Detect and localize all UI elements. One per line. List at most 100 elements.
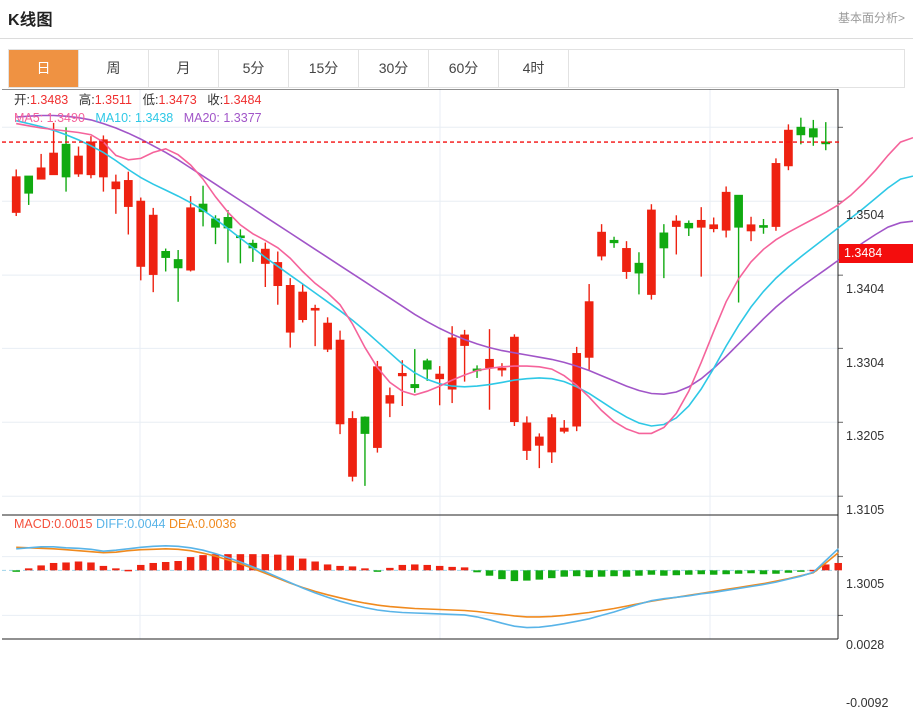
candle: [310, 304, 320, 347]
macd-bar: [498, 570, 506, 580]
candle: [597, 224, 606, 261]
candle: [148, 207, 158, 293]
candle: [161, 248, 171, 272]
candle: [74, 146, 83, 177]
macd-bar: [161, 561, 170, 571]
macd-bar: [722, 570, 730, 575]
candle: [385, 387, 395, 418]
tab-30分[interactable]: 30分: [359, 50, 429, 87]
candle: [11, 169, 21, 217]
macd-bar: [398, 564, 407, 571]
candle: [285, 278, 295, 348]
macd-bar: [411, 564, 419, 571]
candle: [348, 411, 357, 482]
tab-日[interactable]: 日: [9, 50, 79, 87]
tab-周[interactable]: 周: [79, 50, 149, 87]
macd-bar: [24, 568, 33, 571]
candle: [771, 158, 781, 231]
macd-bar: [423, 564, 431, 571]
candle: [534, 433, 544, 469]
candle: [223, 210, 233, 263]
tab-15分[interactable]: 15分: [289, 50, 359, 87]
macd-bar: [224, 554, 232, 571]
plot-svg[interactable]: [0, 89, 913, 645]
candle: [584, 284, 594, 370]
candle: [559, 420, 569, 434]
page-title: K线图: [8, 12, 54, 29]
timeframe-tabbar: 日周月 5分 15分 30分 60分 4时: [8, 49, 905, 88]
macd-bar: [772, 570, 780, 574]
macd-bar: [635, 570, 643, 576]
candle: [522, 416, 532, 460]
candle: [784, 124, 793, 171]
macd-bar: [336, 565, 344, 571]
ma10-line: [16, 119, 913, 427]
macd-bar: [99, 565, 108, 571]
candle: [808, 119, 818, 146]
fundamental-analysis-link[interactable]: 基本面分析>: [837, 11, 905, 25]
macd-bar: [74, 561, 83, 571]
macd-bar: [523, 570, 531, 581]
candle: [373, 360, 382, 453]
macd-bar: [759, 570, 768, 575]
macd-bar: [361, 568, 369, 571]
macd-bar: [386, 567, 394, 571]
macd-bar: [435, 565, 444, 571]
price-axis-label: 1.3205: [846, 429, 885, 444]
macd-bar: [473, 570, 481, 573]
candle: [198, 185, 208, 227]
tabbar-filler: [569, 50, 905, 87]
macd-bar: [12, 570, 20, 572]
price-axis-label: 1.3105: [846, 503, 885, 518]
candle: [497, 363, 507, 377]
macd-bar: [174, 561, 182, 571]
candle: [684, 220, 694, 236]
kline-chart[interactable]: 开:1.3483 高:1.3511 低:1.3473 收:1.3484 MA5:…: [0, 89, 913, 710]
macd-bar: [822, 564, 830, 571]
macd-bar: [274, 554, 282, 571]
macd-bar: [660, 570, 668, 576]
candle: [260, 242, 270, 287]
candle: [422, 358, 432, 381]
candle: [721, 186, 731, 238]
macd-bar: [211, 554, 220, 571]
macd-bar: [137, 564, 145, 571]
candle: [397, 360, 407, 407]
candle: [24, 175, 34, 205]
tab-5分[interactable]: 5分: [219, 50, 289, 87]
macd-bar: [298, 558, 307, 571]
macd-bar: [548, 570, 556, 579]
candle: [86, 136, 96, 179]
macd-bar: [199, 555, 207, 571]
macd-bar: [87, 562, 95, 571]
macd-bar: [112, 568, 120, 571]
tab-60分[interactable]: 60分: [429, 50, 499, 87]
macd-bar: [610, 570, 618, 577]
macd-axis-label: -0.0092: [846, 696, 889, 710]
candle: [360, 416, 370, 486]
macd-bar: [261, 554, 270, 571]
macd-bar: [448, 566, 456, 571]
macd-bar: [572, 570, 581, 577]
price-axis-label: 1.3005: [846, 577, 885, 592]
macd-bar: [697, 570, 705, 575]
candle: [61, 127, 71, 192]
macd-bar: [734, 570, 743, 574]
candle: [796, 117, 806, 145]
macd-bar: [622, 570, 631, 577]
tab-4时[interactable]: 4时: [499, 50, 569, 87]
candle: [821, 122, 831, 151]
macd-bar: [373, 570, 382, 572]
macd-bar: [286, 555, 294, 571]
diff-line: [16, 544, 839, 629]
macd-bar: [647, 570, 656, 575]
candle: [734, 194, 743, 303]
candle: [99, 135, 108, 192]
tab-月[interactable]: 月: [149, 50, 219, 87]
candle: [647, 204, 656, 300]
candle: [671, 215, 681, 255]
candle: [746, 216, 756, 242]
candle: [123, 171, 133, 235]
candle: [634, 252, 644, 295]
ma20-line: [16, 114, 913, 396]
